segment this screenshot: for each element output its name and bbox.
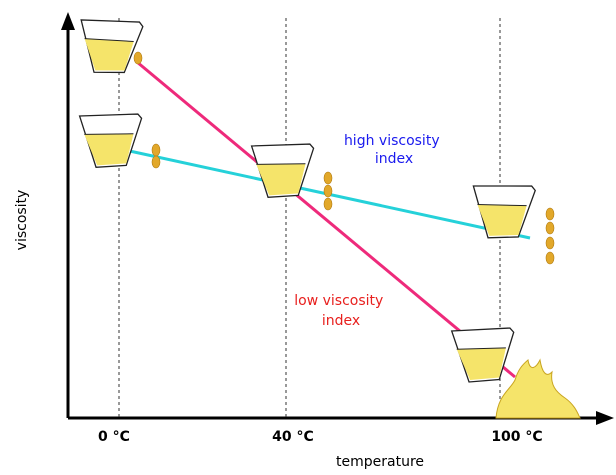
low-vi-line bbox=[137, 62, 515, 377]
beaker-icon bbox=[76, 110, 160, 170]
annotation-line: low viscosity bbox=[294, 293, 383, 309]
beaker-icon bbox=[468, 180, 554, 264]
annotation-line: high viscosity bbox=[344, 133, 440, 149]
tick-label: 0 °C bbox=[98, 429, 130, 445]
annotation-line: index bbox=[322, 313, 360, 329]
tick-label: 40 °C bbox=[272, 429, 314, 445]
x-axis-label: temperature bbox=[336, 454, 424, 470]
y-axis-label: viscosity bbox=[14, 190, 30, 251]
beaker-icon bbox=[449, 325, 580, 418]
annotation: low viscosity index bbox=[294, 293, 388, 329]
y-axis-arrow bbox=[61, 12, 75, 30]
tick-label: 100 °C bbox=[491, 429, 542, 445]
beaker-icon bbox=[248, 140, 332, 210]
annotation: high viscosity index bbox=[344, 133, 444, 167]
x-axis-arrow bbox=[596, 411, 614, 425]
annotation-line: index bbox=[375, 151, 413, 167]
beaker-icon bbox=[74, 14, 143, 78]
viscosity-diagram: viscosity temperature 0 °C 40 °C 100 °C … bbox=[0, 0, 616, 475]
